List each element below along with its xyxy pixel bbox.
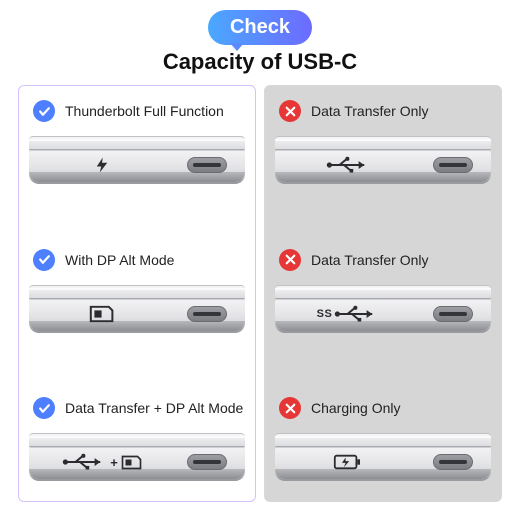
comparison-columns: Thunderbolt Full Function With DP Alt Mo… xyxy=(18,85,502,502)
cross-icon xyxy=(279,249,301,271)
list-item: With DP Alt Mode xyxy=(29,249,245,343)
item-label: Data Transfer + DP Alt Mode xyxy=(65,400,243,416)
header-badge: Check xyxy=(208,10,312,45)
supported-column: Thunderbolt Full Function With DP Alt Mo… xyxy=(18,85,256,502)
item-label: Data Transfer Only xyxy=(311,252,429,268)
charging-icon xyxy=(275,452,421,472)
item-label: Thunderbolt Full Function xyxy=(65,103,224,119)
usb-plus-displayport-icon: + xyxy=(29,452,175,472)
check-icon xyxy=(33,100,55,122)
list-item: Charging Only xyxy=(275,397,491,491)
page-title: Capacity of USB-C xyxy=(163,49,357,75)
list-item: Data Transfer + DP Alt Mode + xyxy=(29,397,245,491)
check-icon xyxy=(33,249,55,271)
usb-ss-icon: SS xyxy=(275,304,421,324)
thunderbolt-icon xyxy=(29,155,175,175)
laptop-illustration xyxy=(29,130,245,194)
laptop-illustration: SS xyxy=(275,279,491,343)
item-label: Data Transfer Only xyxy=(311,103,429,119)
unsupported-column: Data Transfer Only Data Transfer Only xyxy=(264,85,502,502)
laptop-illustration xyxy=(29,279,245,343)
laptop-illustration xyxy=(275,130,491,194)
list-item: Data Transfer Only SS xyxy=(275,249,491,343)
item-label: With DP Alt Mode xyxy=(65,252,174,268)
laptop-illustration: + xyxy=(29,427,245,491)
item-label: Charging Only xyxy=(311,400,401,416)
cross-icon xyxy=(279,100,301,122)
laptop-illustration xyxy=(275,427,491,491)
check-icon xyxy=(33,397,55,419)
list-item: Data Transfer Only xyxy=(275,100,491,194)
displayport-icon xyxy=(29,304,175,324)
cross-icon xyxy=(279,397,301,419)
usb-icon xyxy=(275,155,421,175)
list-item: Thunderbolt Full Function xyxy=(29,100,245,194)
